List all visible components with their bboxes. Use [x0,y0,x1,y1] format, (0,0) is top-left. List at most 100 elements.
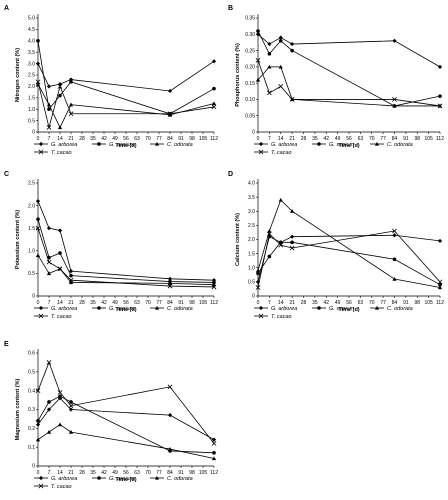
panel-e-letter: E [4,341,9,348]
x-tick-label: 63 [134,300,140,306]
data-point [35,225,41,231]
data-point [255,57,261,63]
y-tick-label: 0 [32,294,35,300]
y-tick-label: 2.0 [248,237,255,243]
data-point [46,259,52,265]
data-point [255,268,261,273]
x-tick-label: 28 [301,300,307,306]
x-tick-label: 84 [167,300,173,306]
x-tick-label: 77 [380,300,386,306]
series-g-sepium [256,29,442,108]
series-line [37,81,215,128]
data-point [68,111,74,117]
series-line [257,33,441,68]
legend-marker [374,305,380,310]
legend-marker [317,306,321,310]
data-point [290,234,295,239]
data-point [392,276,397,281]
data-point [437,64,443,69]
legend-label: T. cacao [271,150,292,156]
x-tick-label: 98 [189,300,195,306]
x-tick-label: 84 [167,470,173,476]
data-point [167,276,173,281]
legend-label: C. odorata [167,306,193,312]
y-tick-label: 0.5 [248,280,255,286]
series-line [37,255,215,286]
data-point [392,228,397,234]
legend-label: G. sepium [329,142,354,148]
data-point [289,245,295,251]
x-tick-label: 42 [101,300,107,306]
data-point [35,198,41,204]
panel-e-legend: G. arborea G. sepium C. odorata T. cacao [34,475,193,490]
data-point [58,394,62,399]
x-tick-label: 7 [48,470,51,476]
series-line [37,361,215,444]
x-tick-label: 91 [178,470,184,476]
panel-c-letter: C [4,171,9,178]
series-line [37,40,215,115]
y-tick-label: 4.5 [28,27,35,33]
panel-d: D 0 0.5 1.0 1.5 2.0 2.5 3.0 3.5 4.0 0 7 14 21 28 35 42 49… [228,171,444,320]
legend-label: G. sepium [329,306,354,312]
x-axis-title: Time (d) [115,477,136,483]
y-tick-label: 2.5 [28,73,35,79]
legend-label: G. sepium [109,306,134,312]
legend-marker [38,149,44,155]
series-line [257,60,441,107]
series-g-arborea [35,198,217,283]
data-point [46,360,52,365]
series-line [257,30,441,107]
data-point [167,281,173,286]
data-point [57,266,63,272]
y-axis-title: Magnesium content (%) [15,378,21,440]
legend-label: C. odorata [167,142,193,148]
series-line [37,60,215,92]
data-point [47,107,51,111]
x-tick-label: 63 [358,136,364,142]
y-tick-label: 0.15 [245,81,255,87]
y-tick-label: 0.5 [28,118,35,124]
x-tick-label: 21 [289,300,295,306]
data-point [278,39,283,43]
data-point [278,197,283,202]
panel-a-legend: G. arborea G. sepium C. odorata T. cacao [34,141,193,156]
x-tick-label: 56 [123,300,129,306]
data-point [212,451,216,455]
x-tick-label: 21 [68,300,74,306]
data-point [46,226,52,231]
data-point [36,217,40,221]
x-tick-label: 42 [323,300,329,306]
x-tick-label: 63 [358,300,364,306]
data-point [46,271,52,276]
legend-marker [374,141,380,146]
x-tick-label: 14 [57,470,63,476]
legend-label: T. cacao [271,314,292,320]
y-tick-label: 1.5 [28,226,35,232]
data-point [46,407,52,412]
x-tick-label: 7 [48,136,51,142]
x-tick-label: 49 [112,470,118,476]
data-point [68,430,74,434]
x-axis-title: Time (d) [338,307,359,313]
data-point [35,253,41,257]
y-tick-label: 0.5 [28,370,35,376]
y-tick-label: 3.0 [28,61,35,67]
x-tick-label: 98 [414,136,420,142]
data-point [167,384,173,390]
legend-marker [154,305,160,310]
data-point [278,84,284,89]
y-tick-label: 1.0 [28,107,35,113]
data-point [211,437,217,442]
data-point [68,280,74,285]
x-tick-label: 70 [369,300,375,306]
data-point [437,279,443,285]
series-line [257,199,441,288]
legend-marker [258,313,264,319]
x-tick-label: 7 [268,300,271,306]
series-line [257,66,440,107]
x-tick-label: 84 [392,136,398,142]
y-tick-label: 0 [252,294,255,300]
series-line [37,228,215,288]
legend-label: G. arborea [51,476,77,482]
